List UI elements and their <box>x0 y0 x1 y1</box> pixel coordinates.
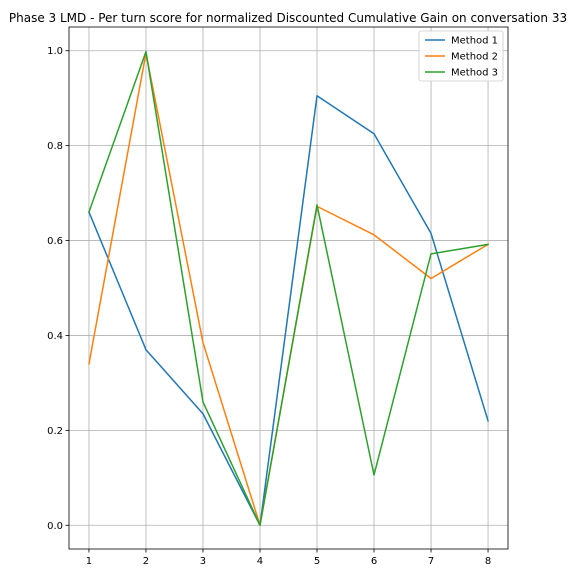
x-tick-label: 5 <box>314 556 320 567</box>
data-point <box>144 50 147 53</box>
x-tick-label: 7 <box>428 556 434 567</box>
legend: Method 1 Method 2 Method 3 <box>418 30 504 82</box>
data-point <box>201 341 204 344</box>
y-tick-label: 0.4 <box>47 331 63 342</box>
data-point <box>201 400 204 403</box>
y-tick-label: 0.2 <box>47 426 63 437</box>
data-point <box>373 473 376 476</box>
x-tick-label: 4 <box>257 556 263 567</box>
legend-label: Method 3 <box>451 68 498 79</box>
data-point <box>487 419 490 422</box>
data-point <box>316 94 319 97</box>
legend-label: Method 1 <box>451 36 498 47</box>
series-line-method-3 <box>87 50 489 527</box>
y-tick-label: 1.0 <box>47 46 63 57</box>
series-line-method-2 <box>88 52 490 527</box>
data-point <box>373 233 376 236</box>
y-tick-label: 0.0 <box>47 521 63 532</box>
data-point <box>430 277 433 280</box>
x-tick-label: 2 <box>143 556 149 567</box>
data-point <box>316 203 319 206</box>
series-line-method-1 <box>87 95 489 527</box>
x-tick-label: 8 <box>485 556 491 567</box>
data-point <box>144 348 147 351</box>
x-tick-label: 1 <box>86 556 92 567</box>
grid <box>69 27 508 549</box>
data-point <box>87 362 90 365</box>
y-tick-label: 0.8 <box>47 141 63 152</box>
plot-area-frame <box>68 26 509 550</box>
data-point <box>430 252 433 255</box>
data-point <box>373 132 376 135</box>
y-tick-label: 0.6 <box>47 236 63 247</box>
x-tick-label: 6 <box>371 556 377 567</box>
data-point <box>87 211 90 214</box>
legend-box <box>418 30 504 82</box>
x-tick-label: 3 <box>200 556 206 567</box>
legend-label: Method 2 <box>451 52 498 63</box>
data-point <box>430 232 433 235</box>
series-lines <box>87 50 490 527</box>
chart-title: Phase 3 LMD - Per turn score for normali… <box>9 11 567 25</box>
data-point <box>258 524 261 527</box>
axes: 1 2 3 4 5 6 7 8 0.0 0.2 0.4 0.6 0.8 1.0 <box>47 46 491 567</box>
data-point <box>201 412 204 415</box>
data-point <box>487 243 490 246</box>
